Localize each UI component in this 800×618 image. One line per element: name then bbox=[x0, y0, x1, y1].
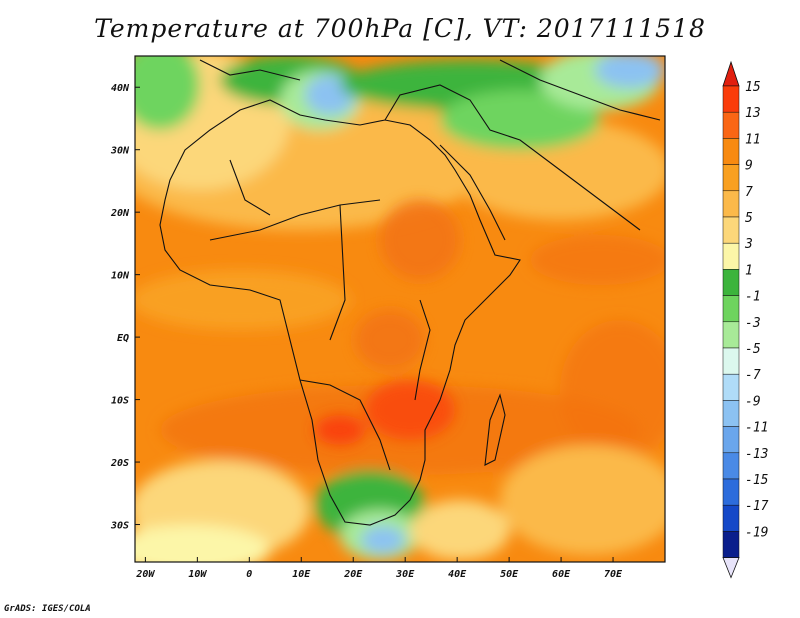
lat-tick-label: 20N bbox=[110, 208, 130, 219]
colorbar-swatch bbox=[722, 400, 740, 427]
colorbar-swatch bbox=[722, 85, 740, 113]
colorbar-swatch bbox=[722, 531, 740, 558]
lat-tick-label: 30S bbox=[110, 521, 129, 532]
colorbar-level-label: -13 bbox=[745, 447, 768, 462]
colorbar-swatch bbox=[722, 478, 740, 506]
colorbar-level-label: -7 bbox=[745, 368, 761, 383]
colorbar-top-arrow bbox=[722, 60, 740, 87]
coastlines bbox=[159, 59, 661, 526]
colorbar-level-label: -9 bbox=[745, 394, 761, 409]
lat-tick-label: 40N bbox=[111, 83, 130, 94]
colorbar-level-label: 13 bbox=[745, 106, 761, 121]
lon-tick-label: 60E bbox=[552, 569, 571, 580]
colorbar-swatch bbox=[722, 269, 740, 296]
colorbar: 15 13 11 9 7 5 3 1 -1 -3 -5 -7 -9 -11 -13 -15 -17 -19 bbox=[722, 60, 769, 579]
colorbar-swatch bbox=[722, 164, 740, 192]
colorbar-level-label: 11 bbox=[745, 132, 761, 147]
colorbar-swatch bbox=[722, 242, 740, 270]
colorbar-level-label: 1 bbox=[745, 263, 753, 278]
lon-tick-label: 70E bbox=[604, 569, 623, 580]
lat-tick-label: 30N bbox=[110, 146, 130, 157]
chart-title: Temperature at 700hPa [C], VT: 201711151… bbox=[94, 14, 706, 43]
colorbar-swatch bbox=[722, 504, 740, 532]
lon-tick-label: 20E bbox=[343, 569, 363, 580]
temperature-field bbox=[135, 56, 665, 562]
colorbar-swatch bbox=[722, 426, 740, 454]
colorbar-level-label: -5 bbox=[745, 342, 761, 357]
colorbar-level-label: 3 bbox=[744, 237, 753, 252]
colorbar-level-label: 9 bbox=[745, 159, 753, 174]
colorbar-level-label: -11 bbox=[745, 421, 768, 436]
colorbar-level-label: 5 bbox=[745, 211, 753, 226]
lat-tick-label: 10N bbox=[111, 271, 130, 282]
colorbar-swatch bbox=[722, 321, 740, 349]
lat-tick-label: 20S bbox=[110, 458, 129, 469]
colorbar-level-label: -19 bbox=[745, 525, 768, 540]
colorbar-swatch bbox=[722, 347, 740, 375]
lat-tick-label: EQ bbox=[117, 333, 129, 344]
lon-tick-label: 40E bbox=[448, 569, 467, 580]
colorbar-level-label: -15 bbox=[745, 473, 769, 488]
colorbar-level-label: 7 bbox=[745, 185, 753, 200]
colorbar-bottom-arrow bbox=[722, 557, 740, 579]
axis-ticks: 20W 10W 0 10E 20E 30E 40E 50E 60E 70E 40N 30N 20N 10N… bbox=[110, 83, 623, 580]
colorbar-swatch bbox=[722, 452, 740, 480]
lat-tick-label: 10S bbox=[111, 396, 129, 407]
lon-tick-label: 0 bbox=[246, 569, 252, 580]
colorbar-level-label: 15 bbox=[745, 80, 761, 95]
colorbar-swatch bbox=[722, 111, 740, 139]
colorbar-swatch bbox=[722, 138, 740, 165]
colorbar-swatch bbox=[722, 295, 740, 323]
credit-text: GrADS: IGES/COLA bbox=[4, 604, 91, 614]
lon-tick-label: 10E bbox=[292, 569, 311, 580]
colorbar-level-label: -17 bbox=[745, 499, 769, 514]
colorbar-swatch bbox=[722, 216, 740, 244]
lon-tick-label: 20W bbox=[135, 569, 155, 580]
colorbar-level-label: -1 bbox=[745, 290, 761, 305]
colorbar-swatch bbox=[722, 373, 740, 401]
colorbar-swatch bbox=[722, 190, 740, 218]
lon-tick-label: 10W bbox=[188, 569, 207, 580]
colorbar-level-label: -3 bbox=[745, 316, 761, 331]
lon-tick-label: 30E bbox=[395, 569, 415, 580]
lon-tick-label: 50E bbox=[500, 569, 519, 580]
map-frame bbox=[134, 55, 666, 563]
